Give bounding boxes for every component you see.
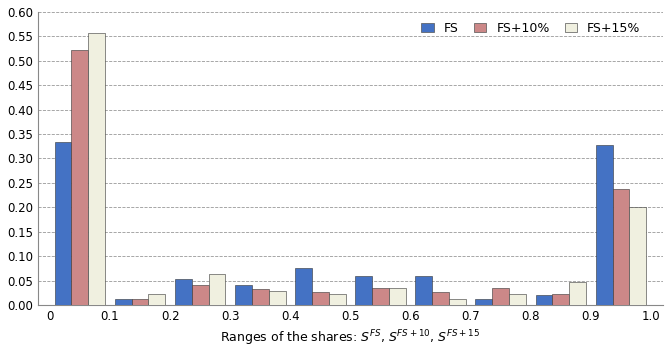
Bar xyxy=(509,294,526,305)
Bar xyxy=(492,288,509,305)
Bar xyxy=(252,289,269,305)
Bar xyxy=(629,207,647,305)
Bar xyxy=(175,279,192,305)
Bar xyxy=(131,299,149,305)
Bar xyxy=(415,276,432,305)
Bar xyxy=(372,288,389,305)
Bar xyxy=(535,295,553,305)
Bar xyxy=(355,276,372,305)
Bar xyxy=(88,33,105,305)
Bar xyxy=(570,282,586,305)
Bar xyxy=(312,292,329,305)
Bar xyxy=(329,294,346,305)
Bar xyxy=(72,50,88,305)
Bar xyxy=(295,268,312,305)
Bar xyxy=(432,292,449,305)
Bar xyxy=(389,288,406,305)
X-axis label: Ranges of the shares: $S^{FS}$, $S^{FS+10}$, $S^{FS+15}$: Ranges of the shares: $S^{FS}$, $S^{FS+1… xyxy=(220,328,480,348)
Bar xyxy=(235,285,252,305)
Bar xyxy=(149,294,165,305)
Bar xyxy=(596,145,612,305)
Bar xyxy=(55,142,72,305)
Bar xyxy=(192,284,208,305)
Bar xyxy=(115,299,131,305)
Bar xyxy=(269,291,285,305)
Legend: FS, FS+10%, FS+15%: FS, FS+10%, FS+15% xyxy=(417,18,645,39)
Bar xyxy=(208,274,225,305)
Bar xyxy=(553,294,570,305)
Bar xyxy=(612,189,629,305)
Bar xyxy=(476,299,492,305)
Bar xyxy=(449,299,466,305)
